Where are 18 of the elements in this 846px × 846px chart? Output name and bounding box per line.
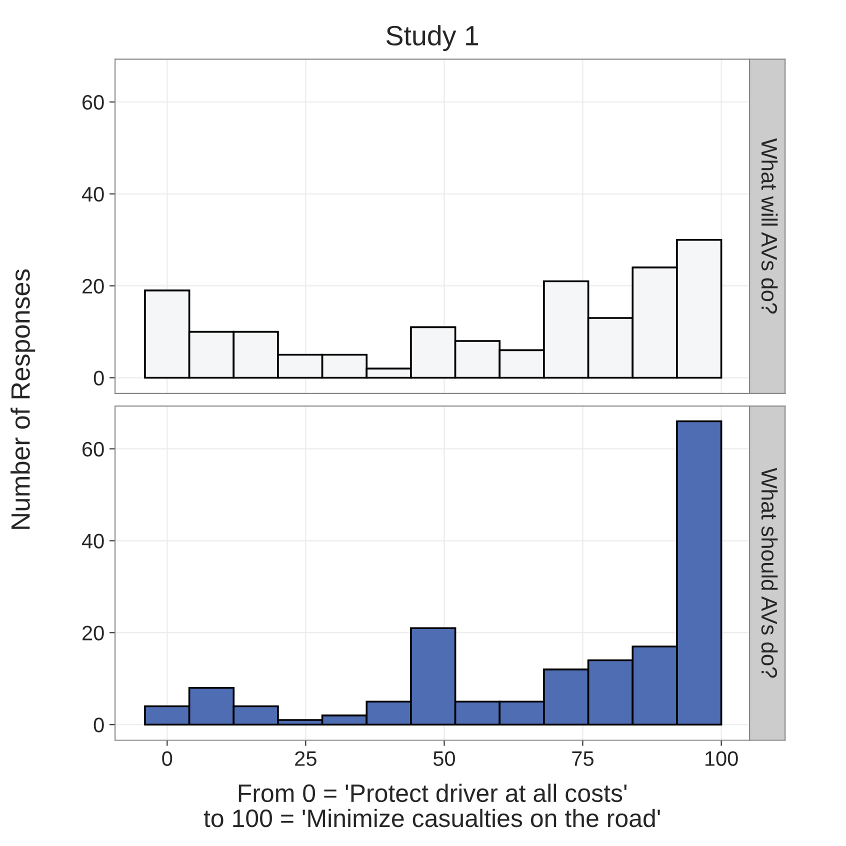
chart-title: Study 1 [386, 25, 478, 52]
y-axis-title: Number of Responses [10, 269, 36, 529]
text: What should AVs do? [761, 468, 778, 678]
x-tick-label: 75 [572, 751, 594, 766]
y-tick-label: 0 [94, 718, 104, 732]
y-tick-label: 40 [82, 186, 104, 202]
x-tick-label: 50 [433, 751, 455, 766]
text: What will AVs do? [761, 138, 778, 314]
y-tick-label: 60 [82, 442, 104, 457]
y-tick-label: 60 [82, 94, 104, 110]
y-tick-label: 20 [82, 626, 104, 640]
x-axis-title: From 0 = 'Protect driver at all costs' to 100 = 'Minimize casualties on the road' [204, 784, 660, 828]
x-tick-label: 25 [295, 751, 316, 766]
x-tick-label: 0 [162, 751, 172, 766]
y-tick-label: 40 [82, 534, 104, 549]
y-tick-label: 20 [82, 278, 104, 294]
y-tick-label: 0 [94, 370, 104, 386]
x-tick-label: 100 [706, 751, 738, 766]
